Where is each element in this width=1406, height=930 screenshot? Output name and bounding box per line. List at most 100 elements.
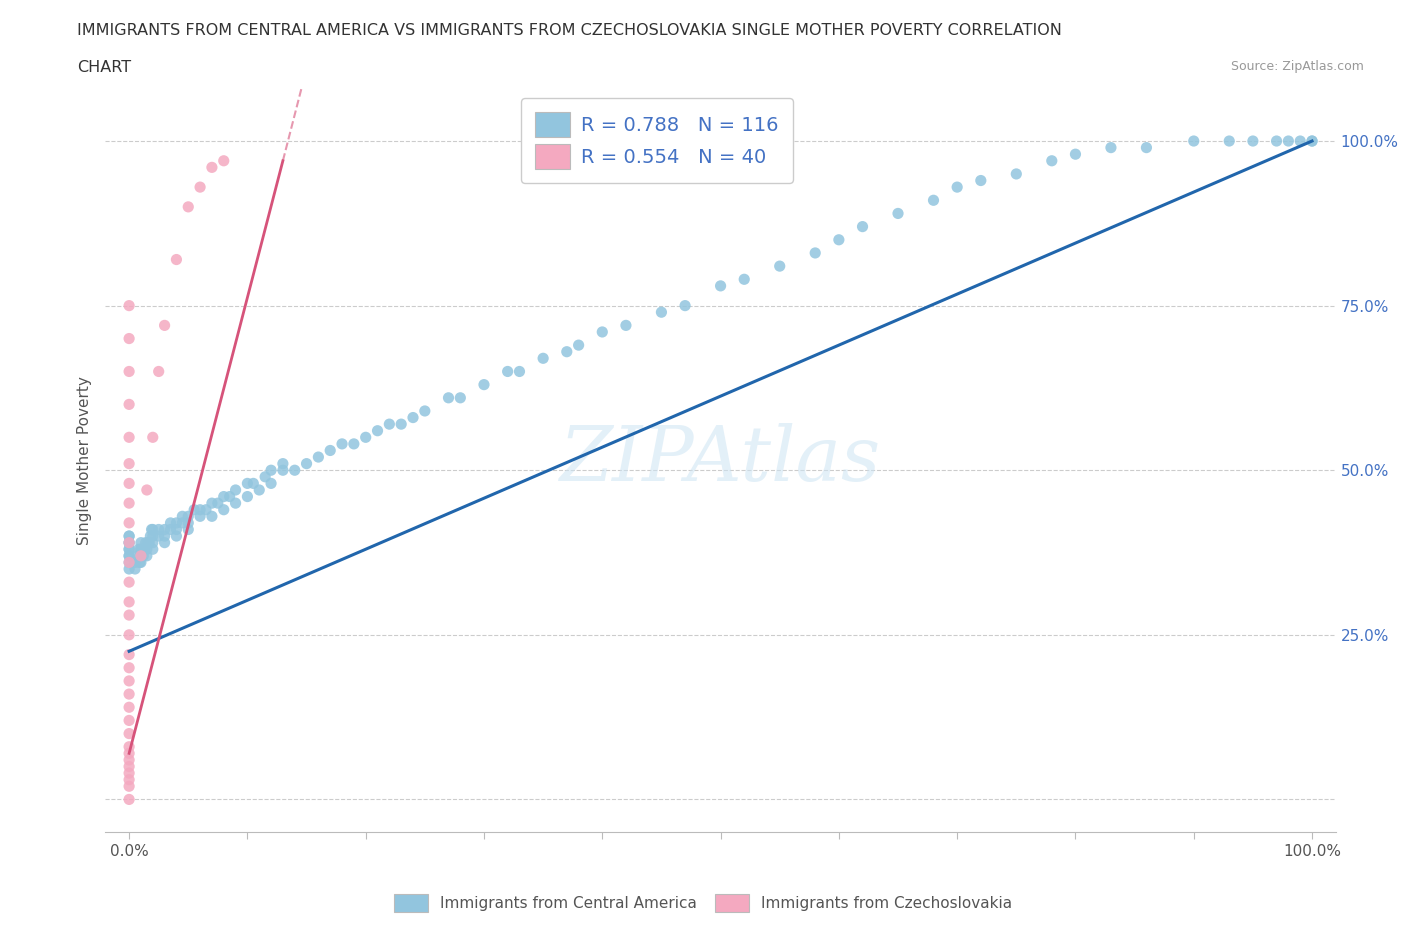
Point xyxy=(153,318,176,333)
Point xyxy=(129,542,152,557)
Point xyxy=(118,528,141,543)
Point xyxy=(177,509,200,524)
Point xyxy=(769,259,792,273)
Point xyxy=(378,417,401,432)
Point xyxy=(271,463,294,478)
Point xyxy=(1301,134,1323,149)
Point xyxy=(118,647,141,662)
Point xyxy=(188,502,211,517)
Point xyxy=(118,555,141,570)
Point xyxy=(118,542,141,557)
Point xyxy=(118,515,141,530)
Point xyxy=(218,489,240,504)
Point xyxy=(118,699,141,714)
Point xyxy=(946,179,969,194)
Point xyxy=(177,522,200,537)
Point xyxy=(135,549,157,564)
Point xyxy=(650,305,672,320)
Point xyxy=(129,549,152,564)
Point xyxy=(1241,134,1264,149)
Point xyxy=(804,246,827,260)
Point xyxy=(153,528,176,543)
Point xyxy=(307,449,329,464)
Point xyxy=(851,219,873,234)
Point xyxy=(449,391,471,405)
Point xyxy=(165,515,187,530)
Point xyxy=(118,686,141,701)
Point xyxy=(195,502,218,517)
Point xyxy=(212,489,235,504)
Point xyxy=(141,522,163,537)
Point xyxy=(118,594,141,609)
Point xyxy=(247,483,270,498)
Point xyxy=(183,502,205,517)
Point xyxy=(1289,134,1312,149)
Point xyxy=(1005,166,1028,181)
Point xyxy=(201,496,224,511)
Point xyxy=(172,515,194,530)
Point xyxy=(118,549,141,564)
Point xyxy=(828,232,851,247)
Point xyxy=(591,325,613,339)
Point xyxy=(129,535,152,550)
Point xyxy=(136,535,159,550)
Point xyxy=(124,562,146,577)
Point xyxy=(165,252,187,267)
Point xyxy=(128,555,150,570)
Point xyxy=(188,179,211,194)
Point xyxy=(1135,140,1157,155)
Point xyxy=(673,299,696,313)
Point xyxy=(1218,134,1240,149)
Point xyxy=(118,607,141,622)
Point xyxy=(177,199,200,214)
Point xyxy=(118,430,141,445)
Point xyxy=(1064,147,1087,162)
Point xyxy=(118,535,141,550)
Point xyxy=(413,404,436,418)
Point xyxy=(124,555,146,570)
Point xyxy=(172,509,194,524)
Point xyxy=(1040,153,1063,168)
Point xyxy=(343,436,366,451)
Point xyxy=(118,726,141,741)
Point xyxy=(319,443,342,458)
Point xyxy=(437,391,460,405)
Y-axis label: Single Mother Poverty: Single Mother Poverty xyxy=(77,376,93,545)
Point xyxy=(118,542,141,557)
Point xyxy=(118,628,141,643)
Point xyxy=(165,522,187,537)
Point xyxy=(118,660,141,675)
Point xyxy=(118,778,141,793)
Point xyxy=(118,528,141,543)
Point xyxy=(367,423,389,438)
Point xyxy=(148,528,170,543)
Point xyxy=(118,759,141,774)
Point xyxy=(135,542,157,557)
Point xyxy=(134,542,156,557)
Point xyxy=(295,457,318,472)
Point xyxy=(118,575,141,590)
Point xyxy=(142,542,165,557)
Point xyxy=(118,457,141,472)
Point xyxy=(1099,140,1122,155)
Point xyxy=(508,364,530,379)
Point xyxy=(212,502,235,517)
Point xyxy=(887,206,910,221)
Point xyxy=(135,535,157,550)
Point xyxy=(118,476,141,491)
Point xyxy=(188,509,211,524)
Text: CHART: CHART xyxy=(77,60,131,75)
Point xyxy=(153,522,176,537)
Point xyxy=(1182,134,1205,149)
Point xyxy=(118,397,141,412)
Point xyxy=(132,549,155,564)
Point xyxy=(389,417,412,432)
Point xyxy=(177,515,200,530)
Point xyxy=(260,463,283,478)
Point xyxy=(1301,134,1323,149)
Point xyxy=(139,528,162,543)
Point xyxy=(118,772,141,787)
Point xyxy=(118,549,141,564)
Point xyxy=(733,272,755,286)
Point xyxy=(207,496,229,511)
